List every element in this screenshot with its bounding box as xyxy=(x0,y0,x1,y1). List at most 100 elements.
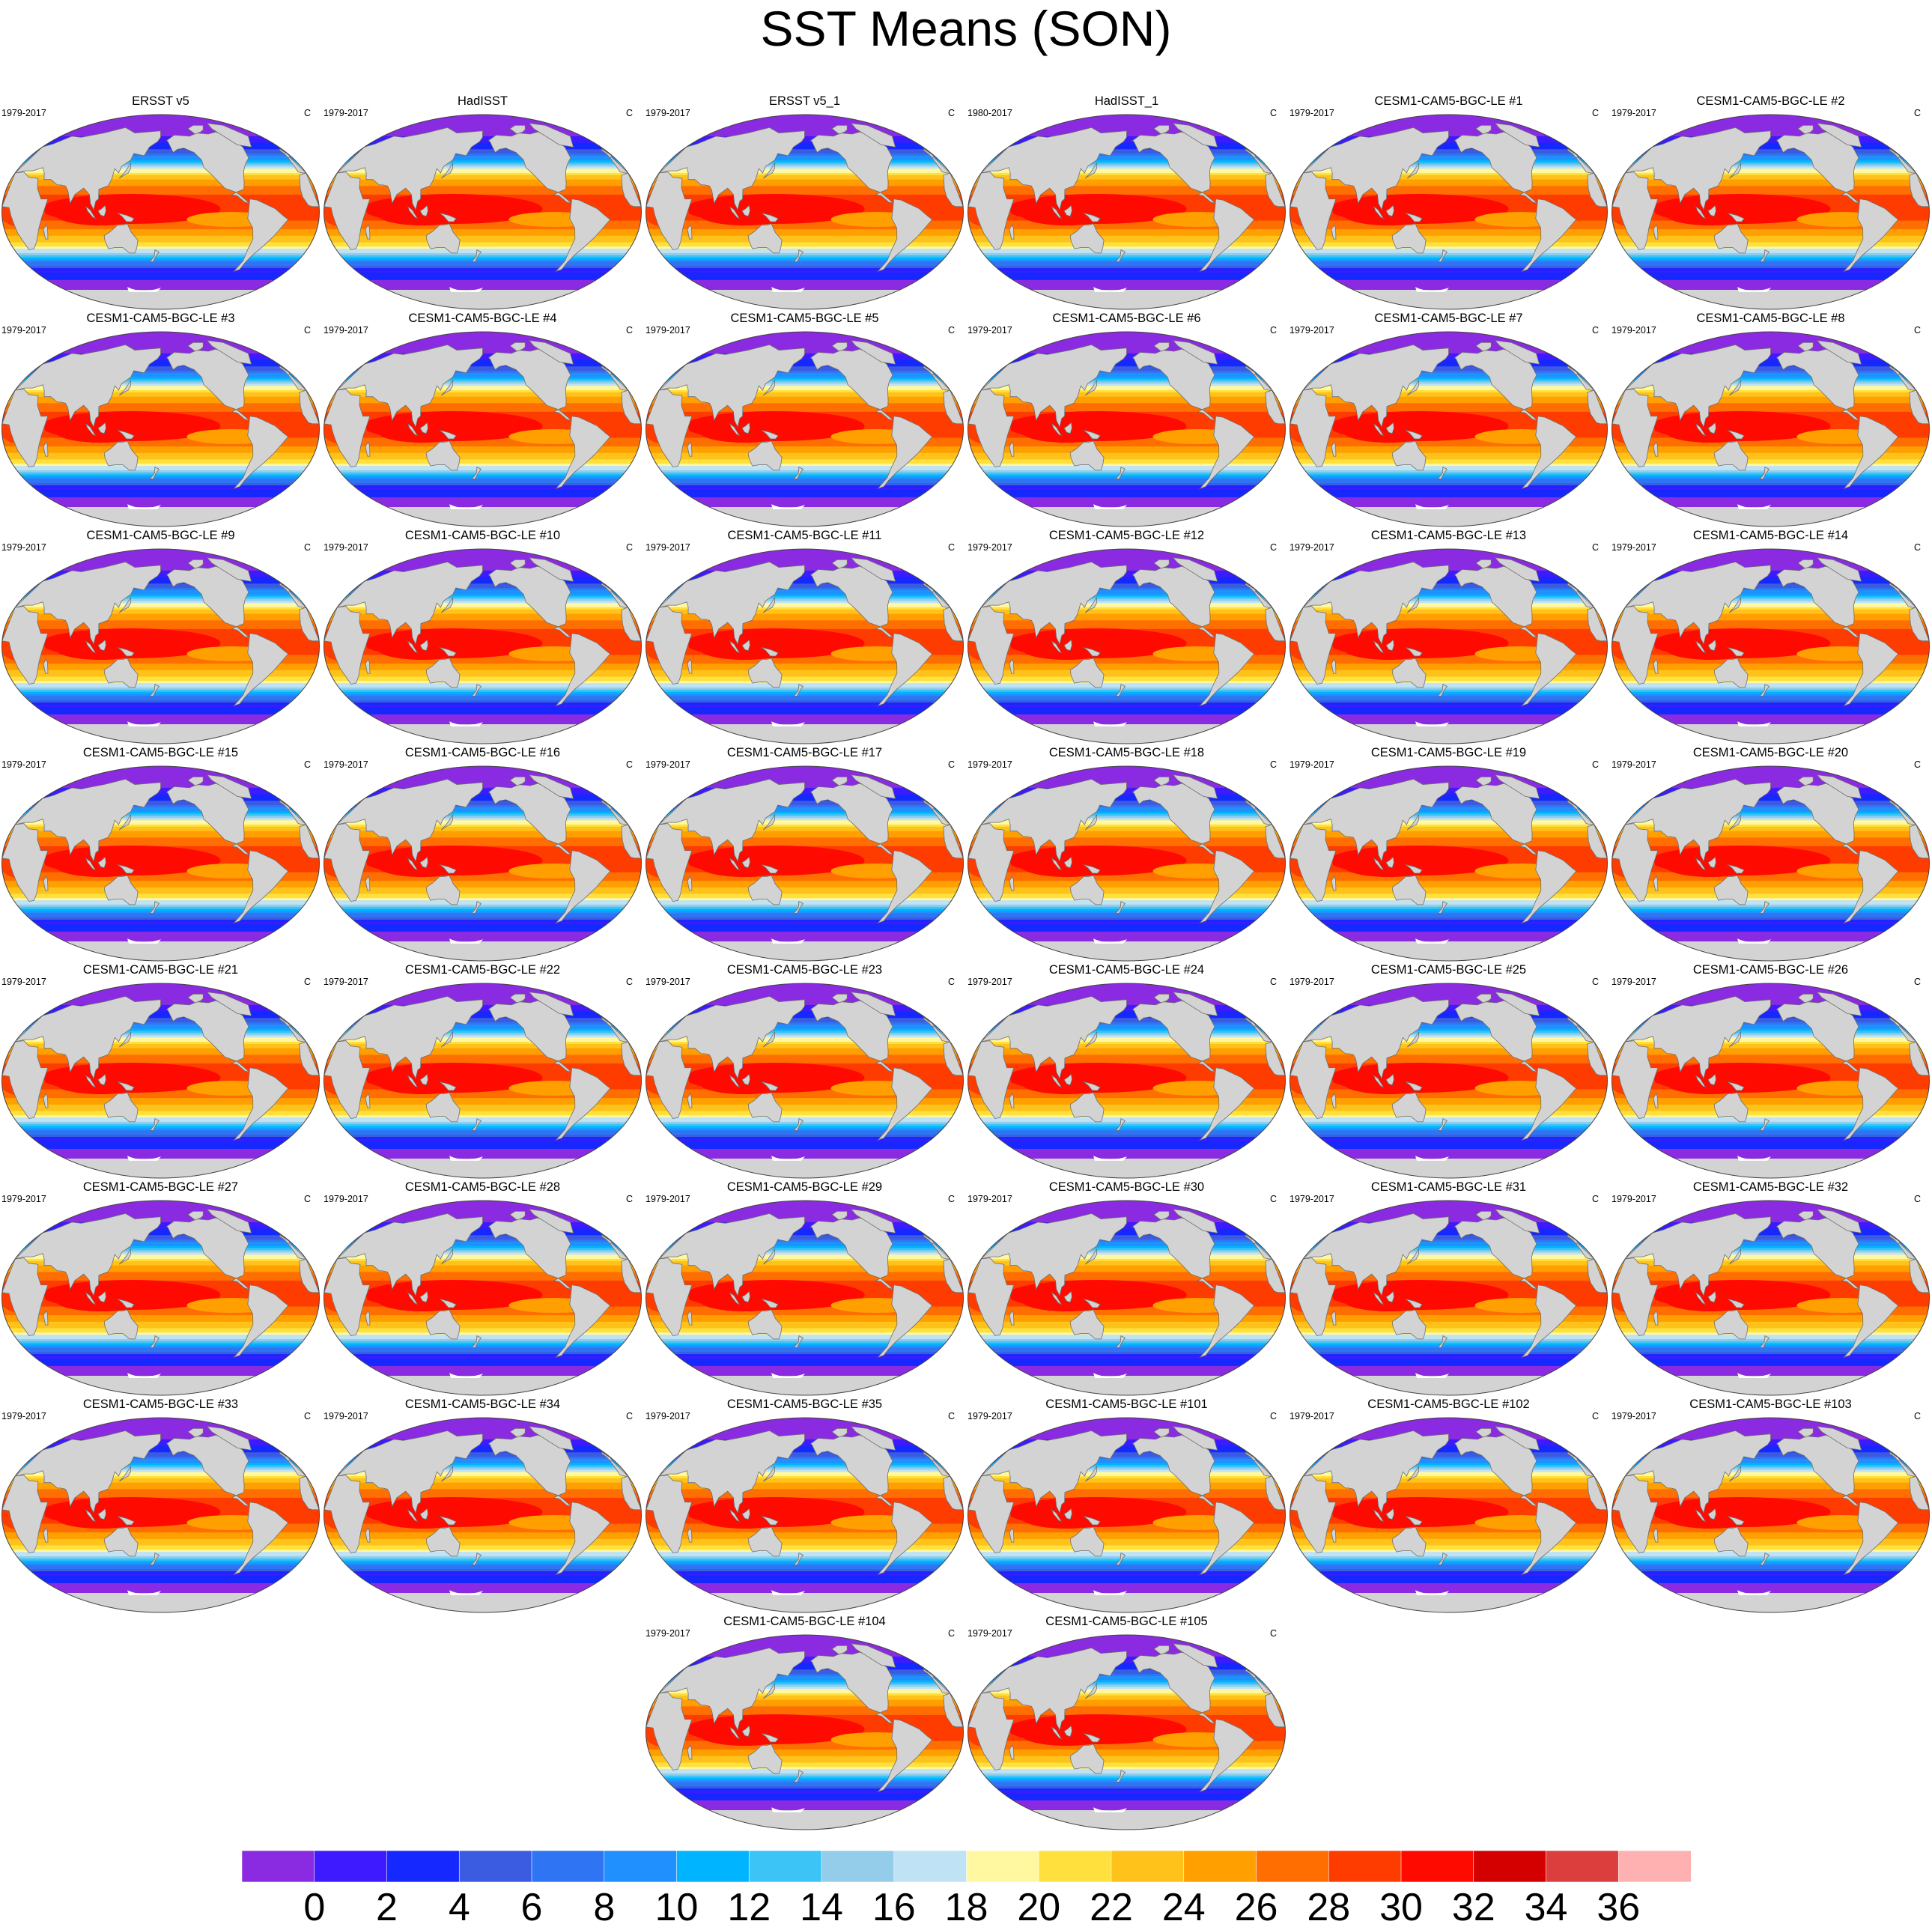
panel-period: 1979-2017 xyxy=(967,1194,1012,1204)
panel-units: C xyxy=(625,977,633,987)
panel-units: C xyxy=(947,108,955,118)
map-panel: CESM1-CAM5-BGC-LE #31 1979-2017 C xyxy=(1288,1180,1609,1397)
panel-title: CESM1-CAM5-BGC-LE #104 xyxy=(723,1615,886,1628)
map-panel: CESM1-CAM5-BGC-LE #18 1979-2017 C xyxy=(966,745,1287,962)
sst-map xyxy=(1610,982,1931,1180)
sst-map xyxy=(0,765,321,962)
panel-title: CESM1-CAM5-BGC-LE #30 xyxy=(1048,1180,1205,1194)
map-panel: CESM1-CAM5-BGC-LE #7 1979-2017 C xyxy=(1288,311,1609,528)
panel-units: C xyxy=(1913,977,1921,987)
panel-title: CESM1-CAM5-BGC-LE #1 xyxy=(1374,94,1523,108)
panel-period: 1979-2017 xyxy=(967,542,1012,553)
map-panel: HadISST_1 1980-2017 C xyxy=(966,94,1287,311)
sst-map xyxy=(0,1416,321,1614)
panel-title: CESM1-CAM5-BGC-LE #33 xyxy=(82,1398,239,1411)
panel-period: 1979-2017 xyxy=(1289,759,1334,770)
map-panel: CESM1-CAM5-BGC-LE #34 1979-2017 C xyxy=(322,1397,643,1614)
sst-map xyxy=(644,330,965,528)
panel-period: 1979-2017 xyxy=(1289,325,1334,336)
panel-title: CESM1-CAM5-BGC-LE #14 xyxy=(1692,529,1849,542)
panel-period: 1979-2017 xyxy=(323,1194,368,1204)
panel-title: CESM1-CAM5-BGC-LE #18 xyxy=(1048,746,1205,759)
colorbar-segment xyxy=(242,1851,315,1882)
panel-period: 1979-2017 xyxy=(645,325,690,336)
panel-period: 1979-2017 xyxy=(1,108,46,118)
sst-map xyxy=(1288,113,1609,311)
map-panel: CESM1-CAM5-BGC-LE #28 1979-2017 C xyxy=(322,1180,643,1397)
colorbar-segment xyxy=(1256,1851,1329,1882)
panel-period: 1979-2017 xyxy=(1289,1194,1334,1204)
map-panel: CESM1-CAM5-BGC-LE #104 1979-2017 C xyxy=(644,1614,965,1831)
sst-map xyxy=(322,982,643,1180)
panel-period: 1979-2017 xyxy=(323,542,368,553)
panel-units: C xyxy=(625,325,633,336)
sst-map xyxy=(1610,765,1931,962)
panel-title: ERSST v5_1 xyxy=(768,94,841,108)
map-panel: CESM1-CAM5-BGC-LE #27 1979-2017 C xyxy=(0,1180,321,1397)
sst-map xyxy=(966,1633,1287,1831)
panel-period: 1979-2017 xyxy=(1611,108,1656,118)
map-panel: CESM1-CAM5-BGC-LE #30 1979-2017 C xyxy=(966,1180,1287,1397)
sst-map xyxy=(644,982,965,1180)
sst-map xyxy=(1288,330,1609,528)
panel-period: 1979-2017 xyxy=(645,759,690,770)
panel-period: 1979-2017 xyxy=(967,1628,1012,1639)
colorbar-tick-label: 28 xyxy=(1307,1886,1351,1929)
colorbar-segment xyxy=(1183,1851,1257,1882)
panel-title: CESM1-CAM5-BGC-LE #20 xyxy=(1692,746,1849,759)
panel-title: CESM1-CAM5-BGC-LE #26 xyxy=(1692,963,1849,977)
panel-period: 1979-2017 xyxy=(967,759,1012,770)
map-panel: CESM1-CAM5-BGC-LE #21 1979-2017 C xyxy=(0,962,321,1180)
sst-map xyxy=(322,330,643,528)
panel-period: 1979-2017 xyxy=(645,977,690,987)
panel-units: C xyxy=(1913,108,1921,118)
panel-title: CESM1-CAM5-BGC-LE #25 xyxy=(1370,963,1527,977)
panel-units: C xyxy=(303,325,311,336)
panel-period: 1980-2017 xyxy=(967,108,1012,118)
map-panel: CESM1-CAM5-BGC-LE #11 1979-2017 C xyxy=(644,528,965,745)
panel-units: C xyxy=(1269,977,1277,987)
panel-title: CESM1-CAM5-BGC-LE #35 xyxy=(726,1398,883,1411)
panel-period: 1979-2017 xyxy=(1611,1194,1656,1204)
sst-map xyxy=(1610,1199,1931,1397)
map-panel: CESM1-CAM5-BGC-LE #35 1979-2017 C xyxy=(644,1397,965,1614)
panel-units: C xyxy=(303,759,311,770)
panel-period: 1979-2017 xyxy=(645,1194,690,1204)
panel-period: 1979-2017 xyxy=(323,325,368,336)
map-panel: CESM1-CAM5-BGC-LE #16 1979-2017 C xyxy=(322,745,643,962)
panel-units: C xyxy=(947,1194,955,1204)
panel-units: C xyxy=(625,759,633,770)
colorbar-segment xyxy=(1617,1851,1691,1882)
sst-map xyxy=(644,113,965,311)
sst-map xyxy=(966,765,1287,962)
panel-units: C xyxy=(947,759,955,770)
panel-title: CESM1-CAM5-BGC-LE #10 xyxy=(404,529,561,542)
panel-title: CESM1-CAM5-BGC-LE #2 xyxy=(1696,94,1845,108)
panel-units: C xyxy=(1269,542,1277,553)
panel-units: C xyxy=(303,1194,311,1204)
panel-units: C xyxy=(947,325,955,336)
panel-period: 1979-2017 xyxy=(967,1411,1012,1421)
colorbar-segment xyxy=(386,1851,460,1882)
sst-map xyxy=(1288,547,1609,745)
sst-map xyxy=(644,765,965,962)
colorbar-tick-label: 30 xyxy=(1379,1886,1423,1929)
map-panel: CESM1-CAM5-BGC-LE #8 1979-2017 C xyxy=(1610,311,1931,528)
panel-period: 1979-2017 xyxy=(1611,325,1656,336)
panel-units: C xyxy=(1269,325,1277,336)
panel-period: 1979-2017 xyxy=(967,325,1012,336)
map-panel: CESM1-CAM5-BGC-LE #22 1979-2017 C xyxy=(322,962,643,1180)
sst-map xyxy=(0,982,321,1180)
panel-title: CESM1-CAM5-BGC-LE #6 xyxy=(1052,312,1201,325)
panel-title: CESM1-CAM5-BGC-LE #4 xyxy=(408,312,557,325)
panel-title: CESM1-CAM5-BGC-LE #9 xyxy=(86,529,235,542)
colorbar-segment xyxy=(1328,1851,1402,1882)
panel-units: C xyxy=(1591,1194,1599,1204)
map-panel: CESM1-CAM5-BGC-LE #19 1979-2017 C xyxy=(1288,745,1609,962)
panel-period: 1979-2017 xyxy=(1,1411,46,1421)
panel-units: C xyxy=(303,977,311,987)
panel-units: C xyxy=(303,108,311,118)
map-panel: CESM1-CAM5-BGC-LE #2 1979-2017 C xyxy=(1610,94,1931,311)
map-panel: CESM1-CAM5-BGC-LE #24 1979-2017 C xyxy=(966,962,1287,1180)
colorbar-segment xyxy=(1038,1851,1112,1882)
